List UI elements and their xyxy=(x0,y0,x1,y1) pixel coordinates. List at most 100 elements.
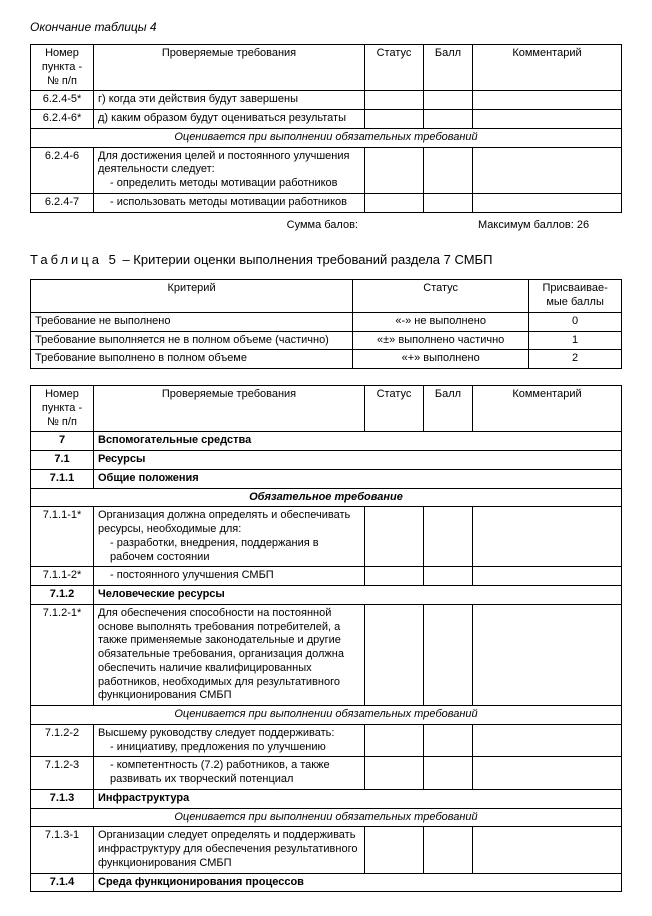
title-text: – Критерии оценки выполнения требований … xyxy=(122,252,492,267)
table-row: 7.1Ресурсы xyxy=(31,451,622,470)
cell-num: 7.1.2-1* xyxy=(31,604,94,705)
cell-score xyxy=(424,757,473,790)
cell-status xyxy=(365,110,424,129)
table-row: 7.1.2Человеческие ресурсы xyxy=(31,586,622,605)
table-row: 7.1.1Общие положения xyxy=(31,469,622,488)
cell-num: 7.1 xyxy=(31,451,94,470)
mandatory-note: Обязательное требование xyxy=(31,488,622,507)
cell-score xyxy=(424,724,473,757)
cell-num: 6.2.4-7 xyxy=(31,193,94,212)
hdr-num: Номер пункта - № п/п xyxy=(31,386,94,432)
crit-cell: 2 xyxy=(529,350,622,369)
cell-section: Инфраструктура xyxy=(94,789,622,808)
list-item: постоянного улучшения СМБП xyxy=(110,569,360,583)
cell-req: компетентность (7.2) работников, а также… xyxy=(94,757,365,790)
list-item: инициативу, предложения по улучшению xyxy=(110,741,360,755)
hdr-status: Статус xyxy=(365,386,424,432)
cell-status xyxy=(365,91,424,110)
cell-score xyxy=(424,827,473,873)
list-item: определить методы мотивации работников xyxy=(110,177,360,191)
cell-req: использовать методы мотивации работников xyxy=(94,193,365,212)
cell-num: 7.1.2-2 xyxy=(31,724,94,757)
cell-score xyxy=(424,91,473,110)
cell-req: г) когда эти действия будут завершены xyxy=(94,91,365,110)
crit-cell: Требование выполняется не в полном объем… xyxy=(31,331,353,350)
crit-hdr-criterion: Критерий xyxy=(31,280,353,313)
crit-cell: «±» выполнено частично xyxy=(353,331,529,350)
cell-score xyxy=(424,507,473,567)
list-item: использовать методы мотивации работников xyxy=(110,196,360,210)
table-row: 6.2.4-7 использовать методы мотивации ра… xyxy=(31,193,622,212)
table-row: Требование выполняется не в полном объем… xyxy=(31,331,622,350)
table5-main: Номер пункта - № п/п Проверяемые требова… xyxy=(30,385,622,892)
table-row: 7.1.3-1 Организации следует определять и… xyxy=(31,827,622,873)
table-row: 7.1.2-2 Высшему руководству следует подд… xyxy=(31,724,622,757)
criteria-table: Критерий Статус Присваивае-мые баллы Тре… xyxy=(30,279,622,369)
table5-title: Таблица 5 – Критерии оценки выполнения т… xyxy=(30,252,622,267)
cell-section: Человеческие ресурсы xyxy=(94,586,622,605)
list-item: разработки, внедрения, поддержания в раб… xyxy=(110,537,360,565)
table-row: 6.2.4-6 Для достижения целей и постоянно… xyxy=(31,147,622,193)
cell-num: 6.2.4-5* xyxy=(31,91,94,110)
cell-section: Среда функционирования процессов xyxy=(94,873,622,892)
cell-status xyxy=(365,604,424,705)
cell-score xyxy=(424,147,473,193)
cell-status xyxy=(365,724,424,757)
table4-end: Номер пункта - № п/п Проверяемые требова… xyxy=(30,44,622,213)
crit-hdr-score: Присваивае-мые баллы xyxy=(529,280,622,313)
eval-note: Оценивается при выполнении обязательных … xyxy=(31,808,622,827)
crit-cell: «-» не выполнено xyxy=(353,312,529,331)
table-row: 7Вспомогательные средства xyxy=(31,432,622,451)
cell-req: Организации следует определять и поддерж… xyxy=(94,827,365,873)
cell-num: 7 xyxy=(31,432,94,451)
list-item: компетентность (7.2) работников, а также… xyxy=(110,759,360,787)
cell-section: Вспомогательные средства xyxy=(94,432,622,451)
cell-req: Высшему руководству следует поддерживать… xyxy=(94,724,365,757)
cell-req: Организация должна определять и обеспечи… xyxy=(94,507,365,567)
cell-section: Общие положения xyxy=(94,469,622,488)
hdr-comment: Комментарий xyxy=(473,386,622,432)
crit-cell: 0 xyxy=(529,312,622,331)
cell-score xyxy=(424,110,473,129)
cell-comment xyxy=(473,91,622,110)
table-row: 7.1.4Среда функционирования процессов xyxy=(31,873,622,892)
cell-comment xyxy=(473,827,622,873)
cell-num: 7.1.1-1* xyxy=(31,507,94,567)
eval-note: Оценивается при выполнении обязательных … xyxy=(31,128,622,147)
cell-comment xyxy=(473,110,622,129)
cell-comment xyxy=(473,604,622,705)
cell-num: 7.1.1 xyxy=(31,469,94,488)
cell-status xyxy=(365,757,424,790)
hdr-num: Номер пункта - № п/п xyxy=(31,45,94,91)
cell-num: 7.1.4 xyxy=(31,873,94,892)
table-row: 7.1.3Инфраструктура xyxy=(31,789,622,808)
table-row: 7.1.1-1* Организация должна определять и… xyxy=(31,507,622,567)
table-row: 7.1.1-2* постоянного улучшения СМБП xyxy=(31,567,622,586)
table4-caption: Окончание таблицы 4 xyxy=(30,20,622,34)
cell-num: 7.1.2-3 xyxy=(31,757,94,790)
title-prefix: Таблица 5 xyxy=(30,252,119,267)
cell-status xyxy=(365,827,424,873)
crit-cell: Требование выполнено в полном объеме xyxy=(31,350,353,369)
hdr-score: Балл xyxy=(424,45,473,91)
cell-comment xyxy=(473,724,622,757)
cell-score xyxy=(424,193,473,212)
cell-score xyxy=(424,567,473,586)
hdr-score: Балл xyxy=(424,386,473,432)
cell-status xyxy=(365,567,424,586)
crit-cell: Требование не выполнено xyxy=(31,312,353,331)
max-label: Максимум баллов: 26 xyxy=(474,217,622,235)
crit-hdr-status: Статус xyxy=(353,280,529,313)
cell-num: 7.1.3-1 xyxy=(31,827,94,873)
cell-comment xyxy=(473,193,622,212)
cell-status xyxy=(365,147,424,193)
cell-section: Ресурсы xyxy=(94,451,622,470)
eval-note-row: Оценивается при выполнении обязательных … xyxy=(31,706,622,725)
table4-summary: Сумма балов: Максимум баллов: 26 xyxy=(30,217,622,235)
table-row: 6.2.4-6* д) каким образом будут оцениват… xyxy=(31,110,622,129)
hdr-req: Проверяемые требования xyxy=(94,45,365,91)
cell-comment xyxy=(473,147,622,193)
eval-note: Оценивается при выполнении обязательных … xyxy=(31,706,622,725)
cell-req: Для обеспечения способности на постоянно… xyxy=(94,604,365,705)
table-row: Требование выполнено в полном объеме «+»… xyxy=(31,350,622,369)
